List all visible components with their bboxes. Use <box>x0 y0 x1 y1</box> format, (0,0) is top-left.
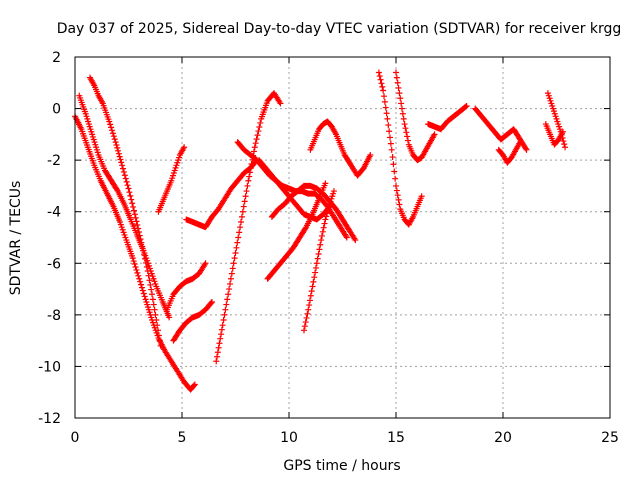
data-point <box>86 74 164 349</box>
data-marks <box>72 69 569 393</box>
y-tick-labels: -12 -10 -8 -6 -4 -2 0 2 <box>38 50 61 427</box>
series-track-h <box>213 90 284 365</box>
data-point <box>375 69 425 228</box>
y-tick-label: -10 <box>38 359 61 375</box>
data-point <box>268 182 359 244</box>
series-track-o <box>375 69 425 228</box>
data-point <box>425 102 470 133</box>
series-track-n <box>307 118 374 179</box>
axis-ticks <box>74 56 611 419</box>
y-axis-title: SDTVAR / TECUs <box>8 181 24 296</box>
series-track-p <box>393 69 438 164</box>
series-track-k <box>268 182 359 244</box>
data-point <box>164 260 209 313</box>
x-tick-label: 0 <box>71 430 80 446</box>
chart-title: Day 037 of 2025, Sidereal Day-to-day VTE… <box>57 21 622 37</box>
y-tick-label: 0 <box>52 102 61 118</box>
data-point <box>170 298 215 344</box>
y-tick-label: -4 <box>47 205 61 221</box>
series-track-i <box>234 139 350 241</box>
series-track-r <box>472 105 530 153</box>
x-tick-label: 15 <box>387 430 405 446</box>
series-track-d <box>155 144 188 215</box>
series-track-s <box>495 139 524 166</box>
plot-frame <box>74 56 611 419</box>
x-tick-label: 25 <box>601 430 619 446</box>
series-track-m <box>300 188 337 334</box>
grid <box>75 57 610 418</box>
data-point <box>472 105 530 153</box>
x-tick-label: 20 <box>494 430 512 446</box>
series-track-b <box>86 74 164 349</box>
x-tick-label: 5 <box>178 430 187 446</box>
x-axis-title: GPS time / hours <box>283 458 400 474</box>
x-tick-label: 10 <box>280 430 298 446</box>
series-track-f <box>170 298 215 344</box>
series-track-c <box>76 92 173 321</box>
data-point <box>155 144 188 215</box>
data-point <box>495 139 524 166</box>
data-point <box>307 118 374 179</box>
data-point <box>393 69 438 164</box>
y-tick-label: -2 <box>47 153 61 169</box>
series-track-q <box>425 102 470 133</box>
data-point <box>300 188 337 334</box>
data-point <box>234 139 350 241</box>
data-point <box>76 92 173 321</box>
series-track-e <box>164 260 209 313</box>
y-tick-label: -6 <box>47 256 61 272</box>
y-tick-label: -8 <box>47 308 61 324</box>
data-point <box>213 90 284 365</box>
data-point <box>544 90 569 151</box>
y-tick-label: -12 <box>38 411 61 427</box>
series-track-u <box>544 90 569 151</box>
x-tick-labels: 0 5 10 15 20 25 <box>71 430 619 446</box>
series-track-l <box>264 180 329 282</box>
data-point <box>264 180 329 282</box>
y-tick-label: 2 <box>52 50 61 66</box>
